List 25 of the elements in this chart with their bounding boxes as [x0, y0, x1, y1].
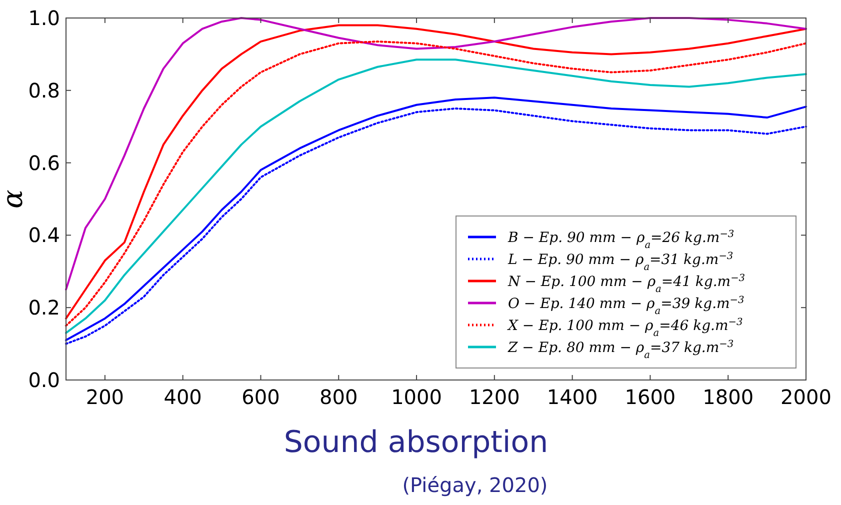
x-tick-label: 800 [320, 385, 358, 409]
y-tick-label: 0.4 [28, 223, 60, 248]
y-tick-label: 0.6 [28, 150, 60, 175]
legend-label: X − Ep. 100 mm − ρ$_{a}$=46 kg.m$^{−3}$ [507, 316, 743, 338]
x-tick-label: 1200 [468, 385, 520, 409]
x-tick-label: 1600 [624, 385, 676, 409]
x-tick-label: 1400 [546, 385, 598, 409]
text: Sound absorption [284, 425, 548, 460]
y-tick-label: 0.2 [28, 296, 60, 320]
legend-label: N − Ep. 100 mm − ρ$_{a}$=41 kg.m$^{−3}$ [507, 272, 746, 294]
y-axis-title: α [0, 189, 29, 208]
x-tick-label: 200 [86, 385, 124, 409]
x-tick-label: 2000 [780, 385, 832, 409]
x-tick-label: 600 [242, 385, 280, 409]
y-tick-label: 1.0 [28, 6, 60, 30]
text: (Piégay, 2020) [402, 473, 548, 497]
y-tick-label: 0.8 [28, 78, 60, 102]
x-tick-label: 400 [164, 385, 202, 409]
legend-label: L − Ep. 90 mm − ρ$_{a}$=31 kg.m$^{−3}$ [507, 250, 734, 272]
legend-label: B − Ep. 90 mm − ρ$_{a}$=26 kg.m$^{−3}$ [507, 228, 734, 250]
y-tick-label: 0.0 [28, 368, 60, 392]
x-tick-label: 1800 [702, 385, 754, 409]
x-tick-label: 1000 [391, 385, 442, 409]
legend-label: O − Ep. 140 mm − ρ$_{a}$=39 kg.m$^{−3}$ [508, 294, 744, 316]
legend-label: Z − Ep. 80 mm − ρ$_{a}$=37 kg.m$^{−3}$ [507, 338, 734, 360]
